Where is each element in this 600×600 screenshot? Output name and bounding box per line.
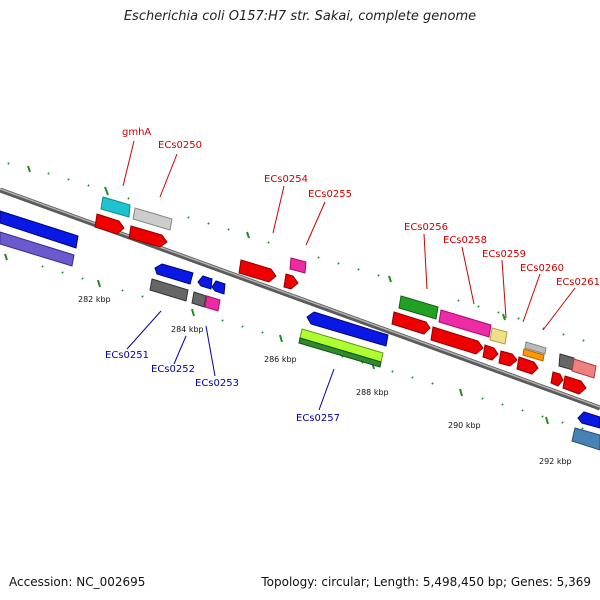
tick-label-290: 290 kbp	[448, 421, 481, 430]
label-ecs0261: ECs0261	[556, 277, 600, 288]
gene-blue-ecs0252	[197, 275, 213, 290]
top-gene-labels: gmhA ECs0250 ECs0254 ECs0255 ECs0256 ECs…	[122, 127, 600, 288]
gene-green-ecs0256	[398, 295, 439, 320]
gene-gray-ecs0250	[132, 207, 173, 231]
gene-pink-right	[571, 358, 597, 379]
gene-magenta-ecs0258	[438, 309, 492, 338]
label-ecs0252: ECs0252	[151, 364, 195, 375]
label-ecs0251: ECs0251	[105, 350, 149, 361]
gene-blue-ecs0251	[154, 263, 194, 285]
genome-summary-text: Topology: circular; Length: 5,498,450 bp…	[261, 575, 591, 589]
gene-cyan	[100, 196, 131, 218]
gene-magenta-small	[289, 257, 307, 274]
label-ecs0260: ECs0260	[520, 263, 564, 274]
gene-darkgray-ecs0252	[191, 291, 207, 308]
label-ecs0256: ECs0256	[404, 222, 448, 233]
accession-text: Accession: NC_002695	[9, 575, 146, 589]
label-gmha: gmhA	[122, 127, 151, 138]
gene-darkgray-ecs0251	[149, 278, 189, 302]
red-arrows-forward	[94, 213, 587, 395]
gene-darkgray-right	[558, 353, 575, 371]
tick-label-288: 288 kbp	[356, 388, 389, 397]
gene-blue-left	[0, 210, 79, 249]
gene-magenta-ecs0253	[204, 295, 221, 312]
label-ecs0254: ECs0254	[264, 174, 308, 185]
gene-green-ecs0257	[298, 337, 382, 368]
top-leaders	[122, 140, 576, 331]
label-ecs0253: ECs0253	[195, 378, 239, 389]
label-ecs0255: ECs0255	[308, 189, 352, 200]
gene-gray-ecs0260	[524, 341, 547, 355]
label-ecs0258: ECs0258	[443, 235, 487, 246]
forward-genes	[100, 196, 597, 379]
bottom-gene-labels: ECs0251 ECs0252 ECs0253 ECs0257	[105, 350, 340, 424]
gene-blue-ecs0253	[211, 280, 226, 295]
position-labels: 282 kbp 284 kbp 286 kbp 288 kbp 290 kbp …	[78, 295, 572, 466]
gene-orange-ecs0260	[522, 348, 545, 362]
map-title: Escherichia coli O157:H7 str. Sakai, com…	[123, 9, 477, 24]
gene-steelblue-right	[571, 427, 600, 451]
tick-label-284: 284 kbp	[171, 325, 204, 334]
tick-label-292: 292 kbp	[539, 457, 572, 466]
gene-blue-right	[577, 411, 600, 429]
gene-purple-left	[0, 231, 75, 267]
label-ecs0250: ECs0250	[158, 140, 202, 151]
gene-blue-ecs0257	[306, 311, 389, 347]
bottom-leaders	[126, 310, 335, 411]
reverse-genes	[0, 210, 600, 451]
label-ecs0257: ECs0257	[296, 413, 340, 424]
gene-yellow-ecs0259	[489, 327, 508, 345]
label-ecs0259: ECs0259	[482, 249, 526, 260]
tick-label-282: 282 kbp	[78, 295, 111, 304]
tick-label-286: 286 kbp	[264, 355, 297, 364]
